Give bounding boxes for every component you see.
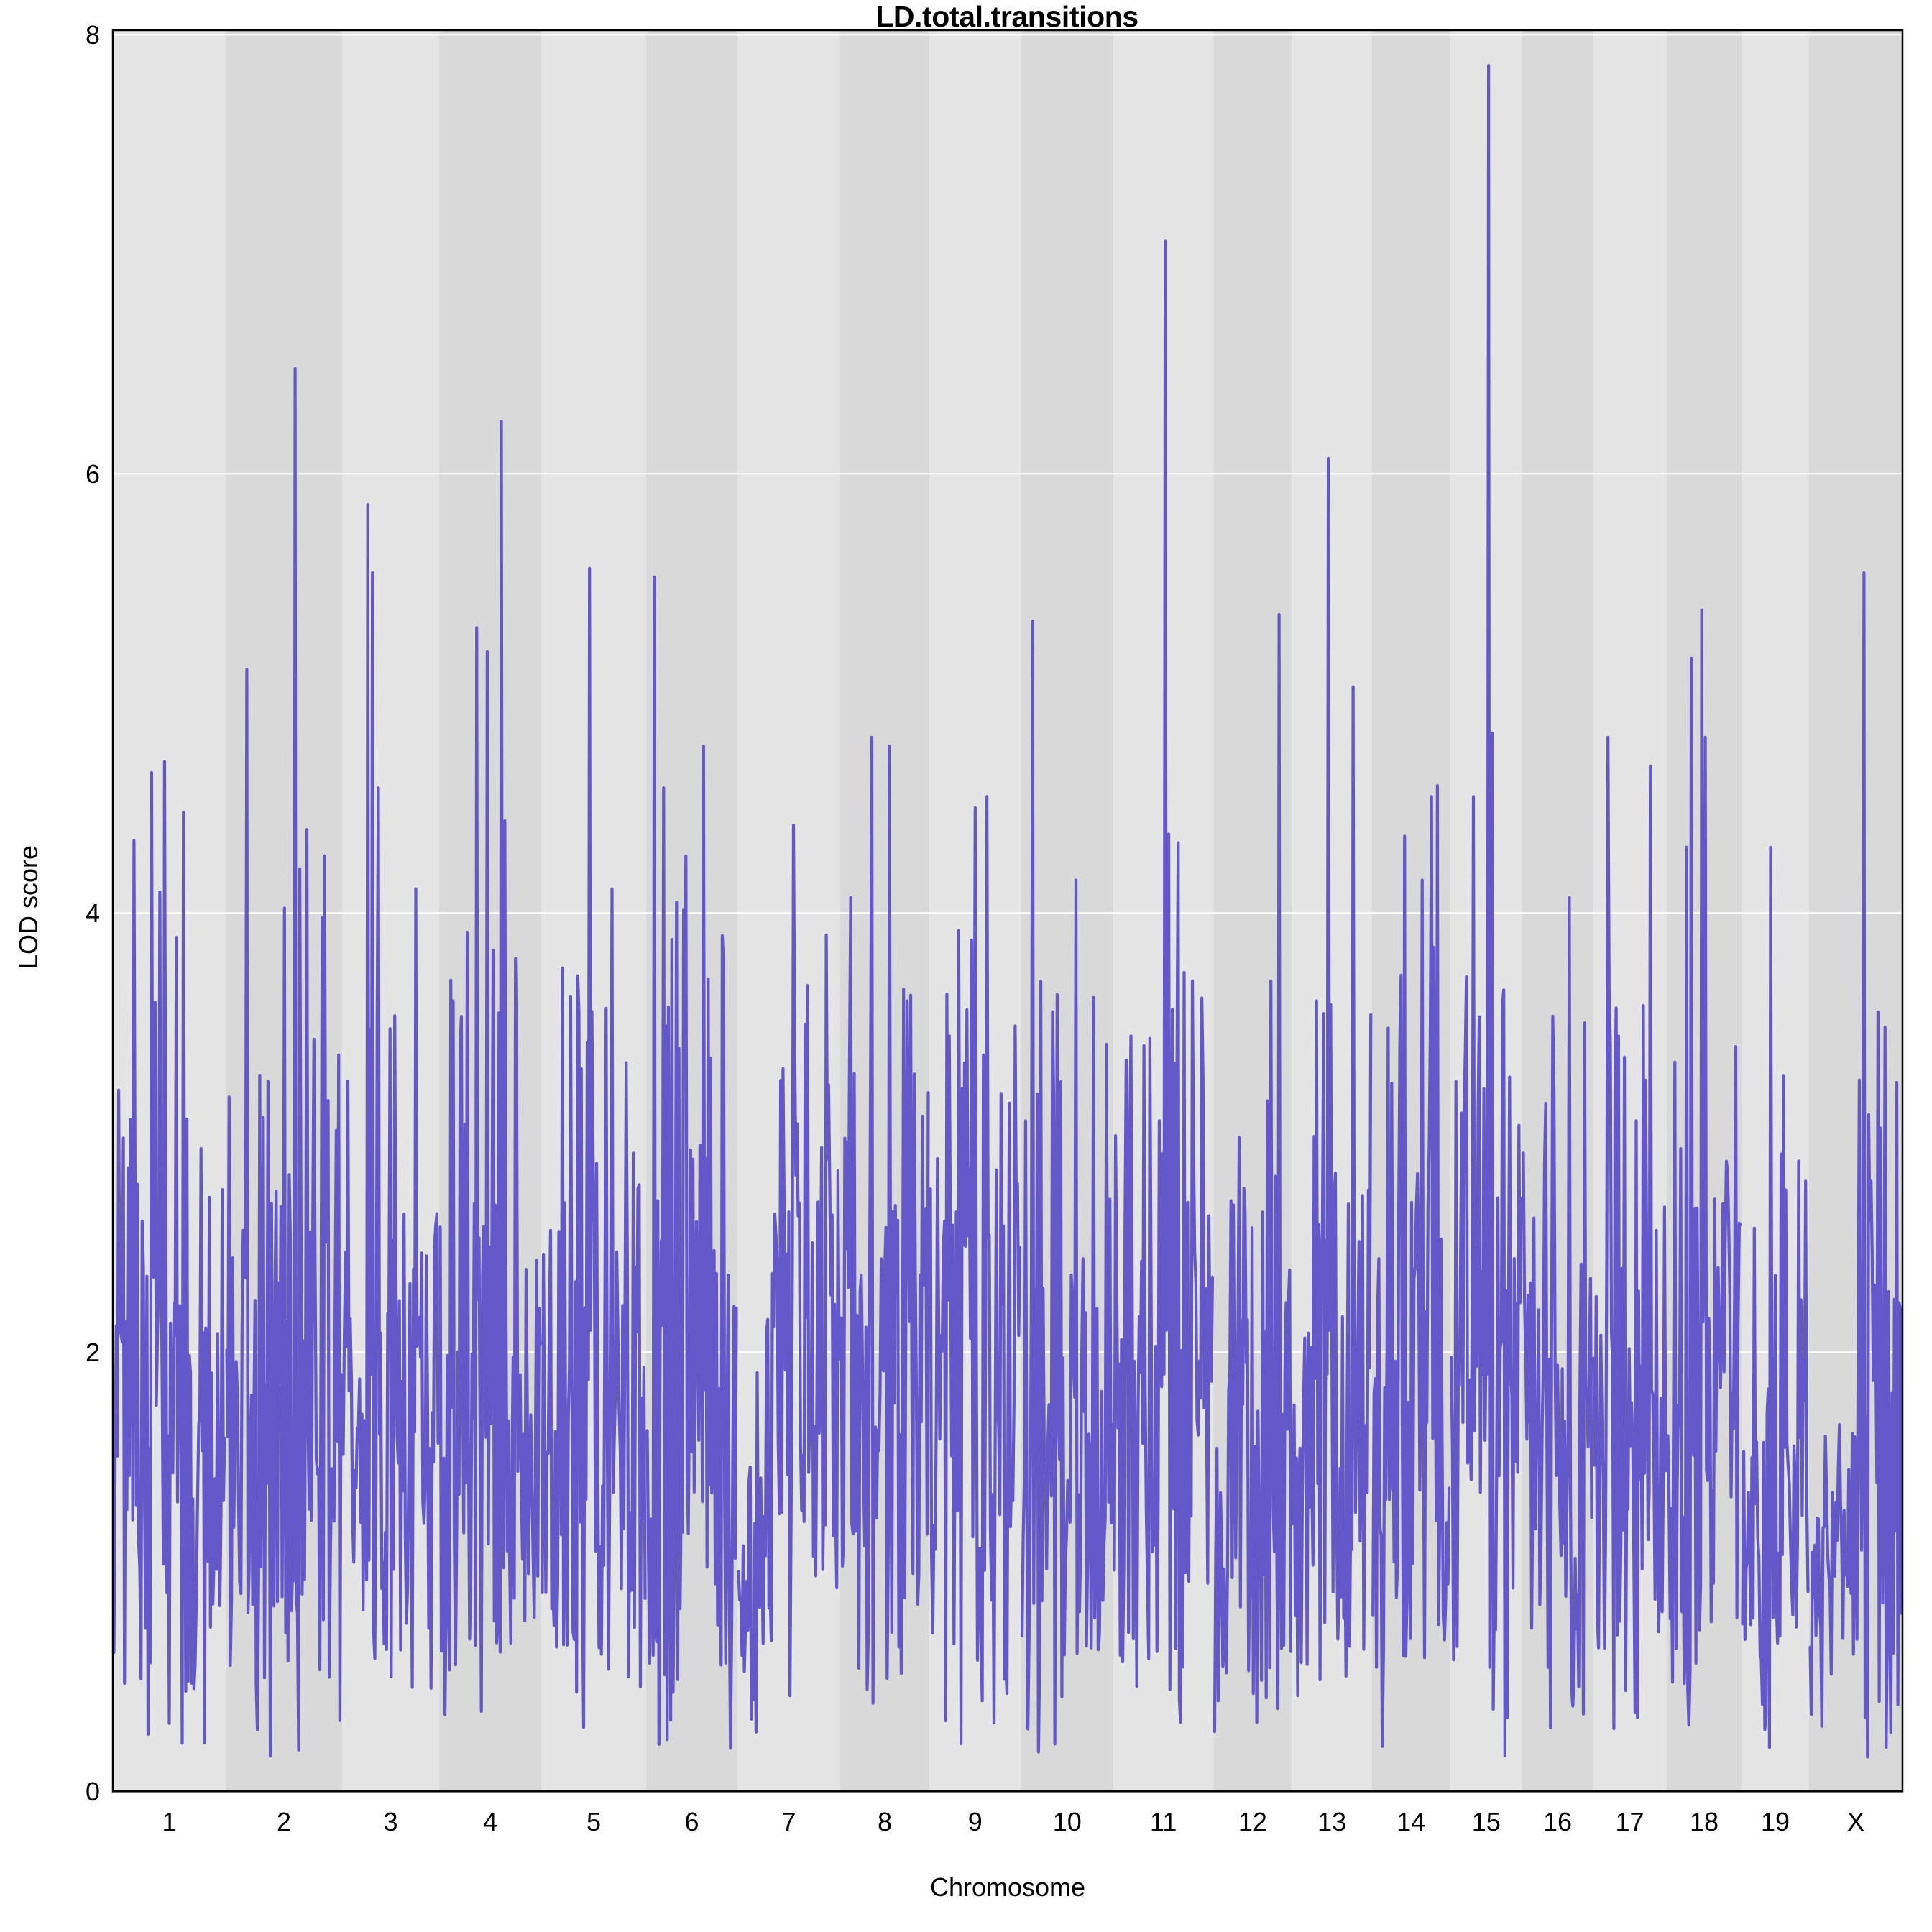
- svg-text:17: 17: [1615, 1807, 1644, 1836]
- svg-text:12: 12: [1238, 1807, 1267, 1836]
- svg-text:X: X: [1847, 1807, 1864, 1836]
- svg-text:Chromosome: Chromosome: [930, 1872, 1085, 1902]
- svg-text:4: 4: [483, 1807, 497, 1836]
- svg-text:16: 16: [1543, 1807, 1572, 1836]
- svg-text:9: 9: [968, 1807, 983, 1836]
- svg-text:7: 7: [781, 1807, 796, 1836]
- svg-text:6: 6: [684, 1807, 699, 1836]
- svg-text:13: 13: [1317, 1807, 1346, 1836]
- svg-text:LOD score: LOD score: [14, 845, 43, 969]
- svg-text:3: 3: [383, 1807, 397, 1836]
- svg-text:0: 0: [86, 1777, 100, 1806]
- svg-text:19: 19: [1761, 1807, 1790, 1836]
- svg-text:18: 18: [1690, 1807, 1719, 1836]
- svg-text:11: 11: [1150, 1807, 1177, 1836]
- svg-text:8: 8: [86, 20, 100, 50]
- svg-text:14: 14: [1397, 1807, 1425, 1836]
- svg-text:LD.total.transitions: LD.total.transitions: [875, 0, 1138, 33]
- svg-text:15: 15: [1472, 1807, 1501, 1836]
- svg-text:5: 5: [586, 1807, 601, 1836]
- svg-text:1: 1: [162, 1807, 176, 1836]
- svg-text:8: 8: [878, 1807, 892, 1836]
- svg-text:2: 2: [86, 1338, 100, 1367]
- svg-text:10: 10: [1053, 1807, 1082, 1836]
- svg-text:4: 4: [86, 898, 100, 928]
- svg-text:6: 6: [86, 459, 100, 489]
- svg-text:2: 2: [277, 1807, 291, 1836]
